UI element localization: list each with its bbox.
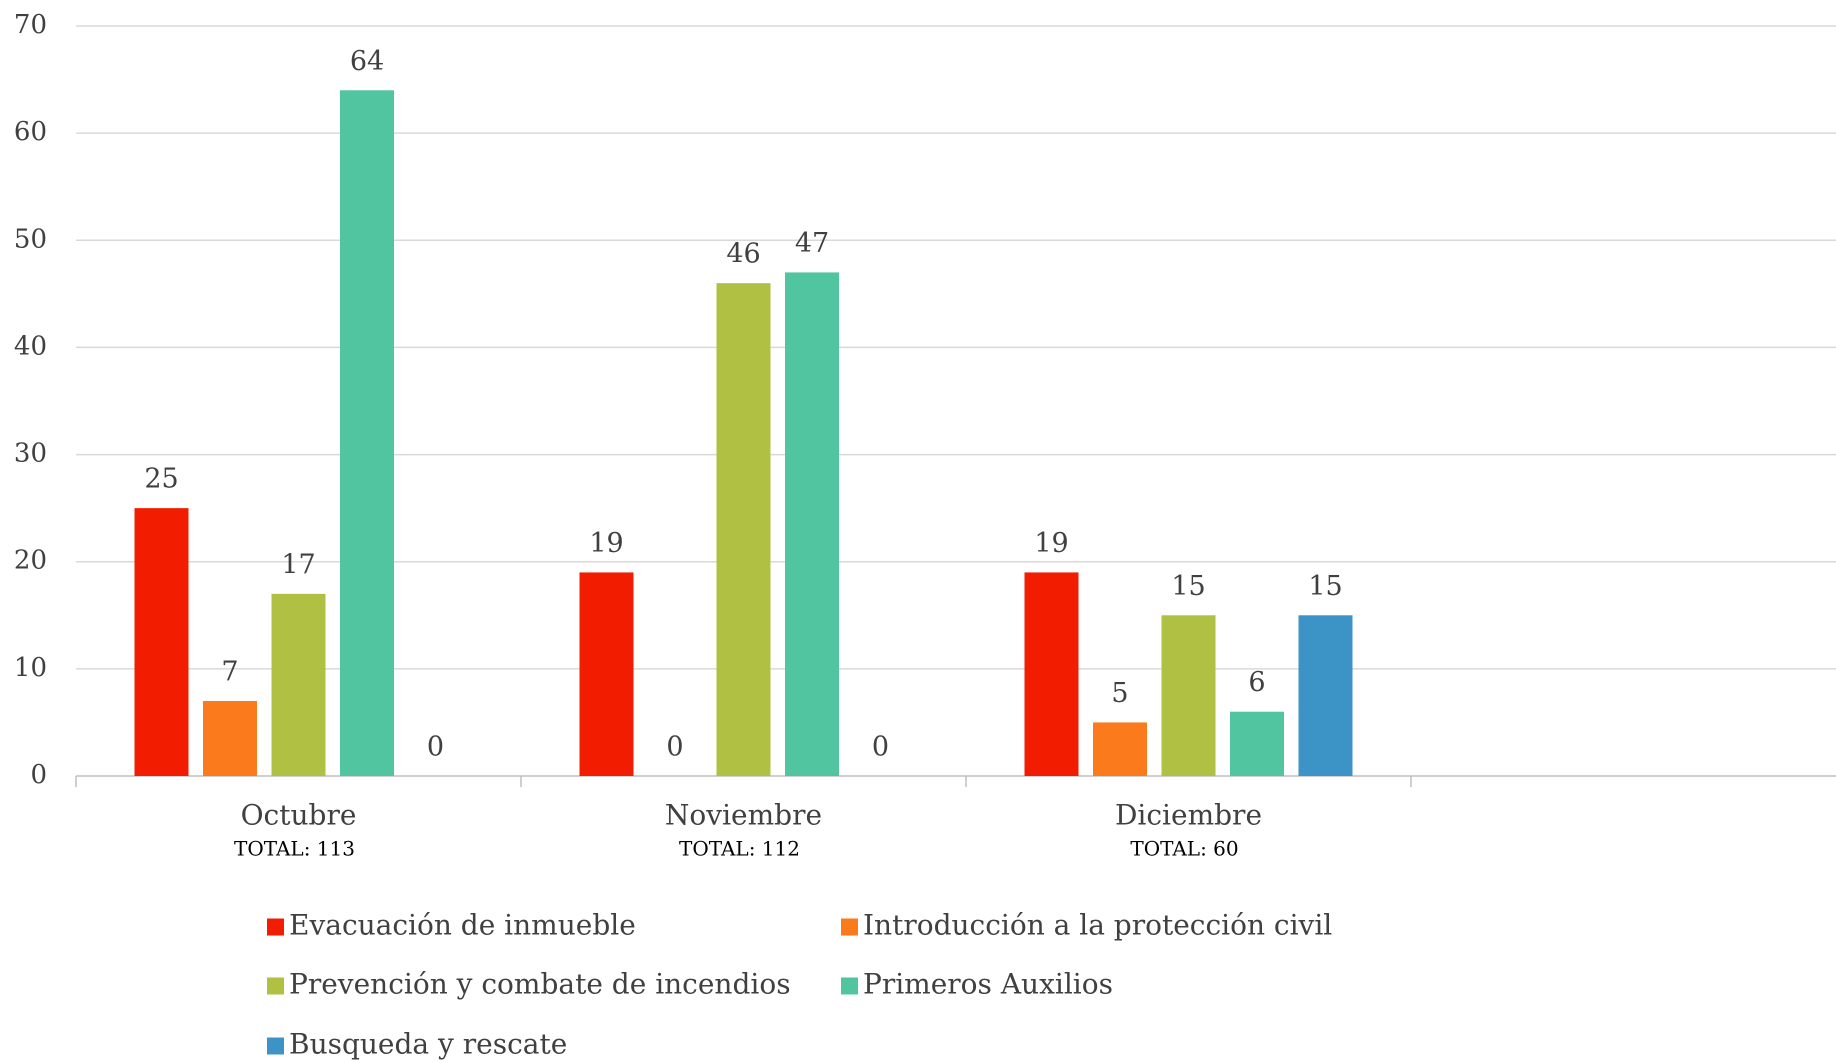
data-label: 25 <box>144 464 178 495</box>
data-label: 7 <box>221 657 238 688</box>
bar <box>1093 722 1147 776</box>
bar <box>785 272 839 776</box>
legend-swatch <box>267 1037 284 1055</box>
data-label: 17 <box>281 549 315 580</box>
data-label: 64 <box>350 46 384 77</box>
data-label: 0 <box>427 732 444 763</box>
bar <box>1230 711 1284 776</box>
bar <box>1298 615 1353 776</box>
bar <box>134 508 189 776</box>
legend-label: Introducción a la protección civil <box>863 909 1332 942</box>
y-tick-label: 40 <box>14 331 47 361</box>
y-tick-label: 70 <box>14 10 47 40</box>
bar <box>1161 615 1216 776</box>
legend-swatch <box>267 918 284 936</box>
data-label: 46 <box>726 239 760 270</box>
data-label: 5 <box>1111 678 1128 709</box>
y-tick-label: 50 <box>14 224 47 254</box>
data-label: 0 <box>666 732 683 763</box>
legend-swatch <box>841 918 858 936</box>
bar <box>340 90 394 777</box>
legend-label: Busqueda y rescate <box>289 1028 567 1061</box>
bar <box>579 572 634 776</box>
bar <box>716 283 771 776</box>
data-label: 0 <box>872 732 889 763</box>
bar <box>1024 572 1079 776</box>
data-label: 19 <box>589 528 623 559</box>
legend-swatch <box>841 977 858 995</box>
y-tick-label: 10 <box>14 653 47 683</box>
legend-swatch <box>267 977 284 995</box>
data-label: 15 <box>1171 571 1205 602</box>
y-tick-label: 0 <box>30 760 47 790</box>
legend-label: Prevención y combate de incendios <box>289 968 791 1001</box>
bar <box>271 593 326 776</box>
x-tick-label: Octubre <box>241 799 357 832</box>
annotation: TOTAL: 113 <box>234 837 355 861</box>
legend-label: Primeros Auxilios <box>863 968 1113 1001</box>
bar <box>203 701 257 776</box>
legend-label: Evacuación de inmueble <box>289 909 636 942</box>
y-tick-label: 20 <box>14 546 47 576</box>
x-tick-label: Noviembre <box>665 799 822 832</box>
data-label: 15 <box>1308 571 1342 602</box>
annotation: TOTAL: 112 <box>679 837 800 861</box>
annotation: TOTAL: 60 <box>1130 837 1238 861</box>
x-tick-label: Diciembre <box>1115 799 1262 832</box>
data-label: 19 <box>1034 528 1068 559</box>
y-tick-label: 60 <box>14 117 47 147</box>
data-label: 47 <box>795 228 829 259</box>
data-label: 6 <box>1248 667 1265 698</box>
y-tick-label: 30 <box>14 439 47 469</box>
